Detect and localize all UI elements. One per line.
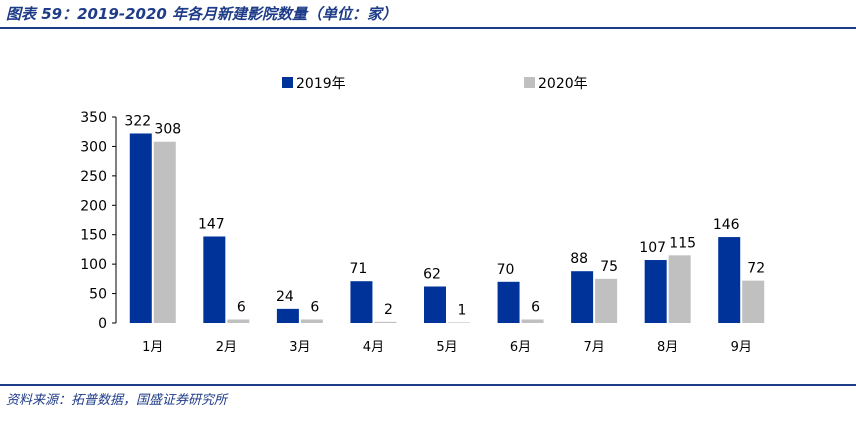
bar-1-4 [350, 281, 373, 323]
data-label-2-4: 2 [384, 302, 393, 318]
data-label-2-8: 115 [669, 235, 696, 251]
title-divider [0, 27, 856, 29]
category-label-3: 3月 [289, 340, 310, 355]
data-label-2-1: 308 [154, 122, 181, 138]
bar-1-9 [718, 237, 741, 323]
bar-2-5 [448, 322, 470, 323]
data-label-1-4: 71 [350, 261, 368, 277]
data-label-2-3: 6 [310, 299, 319, 315]
bar-1-6 [497, 281, 520, 323]
y-tick-label: 50 [89, 287, 107, 303]
bar-1-2 [203, 236, 226, 323]
data-label-1-9: 146 [713, 217, 740, 233]
category-label-8: 8月 [657, 340, 678, 355]
y-tick-label: 100 [80, 257, 107, 273]
bar-2-2 [227, 319, 250, 323]
data-label-2-9: 72 [747, 261, 765, 277]
y-tick-label: 150 [80, 228, 107, 244]
bar-2-3 [300, 319, 323, 323]
data-label-1-6: 70 [497, 262, 515, 278]
category-labels-group: 1月 2月 3月 4月 5月 6月 7月 8月 9月 [142, 340, 752, 355]
bar-1-8 [644, 260, 667, 323]
bar-2-8 [668, 255, 691, 323]
legend-label-1: 2019年 [296, 76, 346, 92]
data-label-1-1: 322 [124, 113, 151, 129]
bar-1-1 [129, 133, 152, 323]
category-label-1: 1月 [142, 340, 163, 355]
y-tick-label: 350 [80, 110, 107, 126]
data-label-2-6: 6 [531, 299, 540, 315]
data-label-1-5: 62 [423, 267, 441, 283]
data-label-2-2: 6 [237, 299, 246, 315]
figure-title: 图表 59：2019-2020 年各月新建影院数量（单位：家） [6, 5, 398, 23]
y-tick-label: 200 [80, 198, 107, 214]
bar-1-5 [424, 286, 446, 323]
legend-swatch-2 [524, 77, 535, 88]
category-label-4: 4月 [363, 340, 384, 355]
data-label-1-3: 24 [276, 289, 294, 305]
source-divider [0, 384, 856, 386]
category-label-7: 7月 [583, 340, 604, 355]
data-label-1-8: 107 [639, 240, 666, 256]
bars-group [129, 133, 765, 323]
bar-2-7 [595, 278, 618, 323]
data-label-2-7: 75 [600, 259, 618, 275]
y-tick-label: 300 [80, 139, 107, 155]
y-tick-label: 0 [98, 316, 107, 332]
y-tick-label: 250 [80, 169, 107, 185]
bar-2-1 [153, 141, 176, 323]
bar-2-4 [374, 321, 397, 323]
bar-1-3 [276, 308, 299, 323]
legend: 2019年 2020年 [282, 76, 588, 92]
bar-1-7 [571, 271, 594, 323]
y-axis: 0 50 100 150 200 250 300 350 [80, 110, 117, 332]
category-label-5: 5月 [436, 340, 457, 355]
data-label-2-5: 1 [458, 302, 467, 318]
category-label-9: 9月 [731, 340, 752, 355]
legend-swatch-1 [282, 77, 293, 88]
category-label-6: 6月 [510, 340, 531, 355]
bar-2-9 [742, 280, 765, 323]
legend-label-2: 2020年 [538, 76, 588, 92]
data-label-1-2: 147 [198, 216, 225, 232]
data-label-1-7: 88 [570, 251, 588, 267]
source-note: 资料来源：拓普数据，国盛证券研究所 [6, 393, 228, 408]
category-label-2: 2月 [216, 340, 237, 355]
bar-2-6 [521, 319, 544, 323]
